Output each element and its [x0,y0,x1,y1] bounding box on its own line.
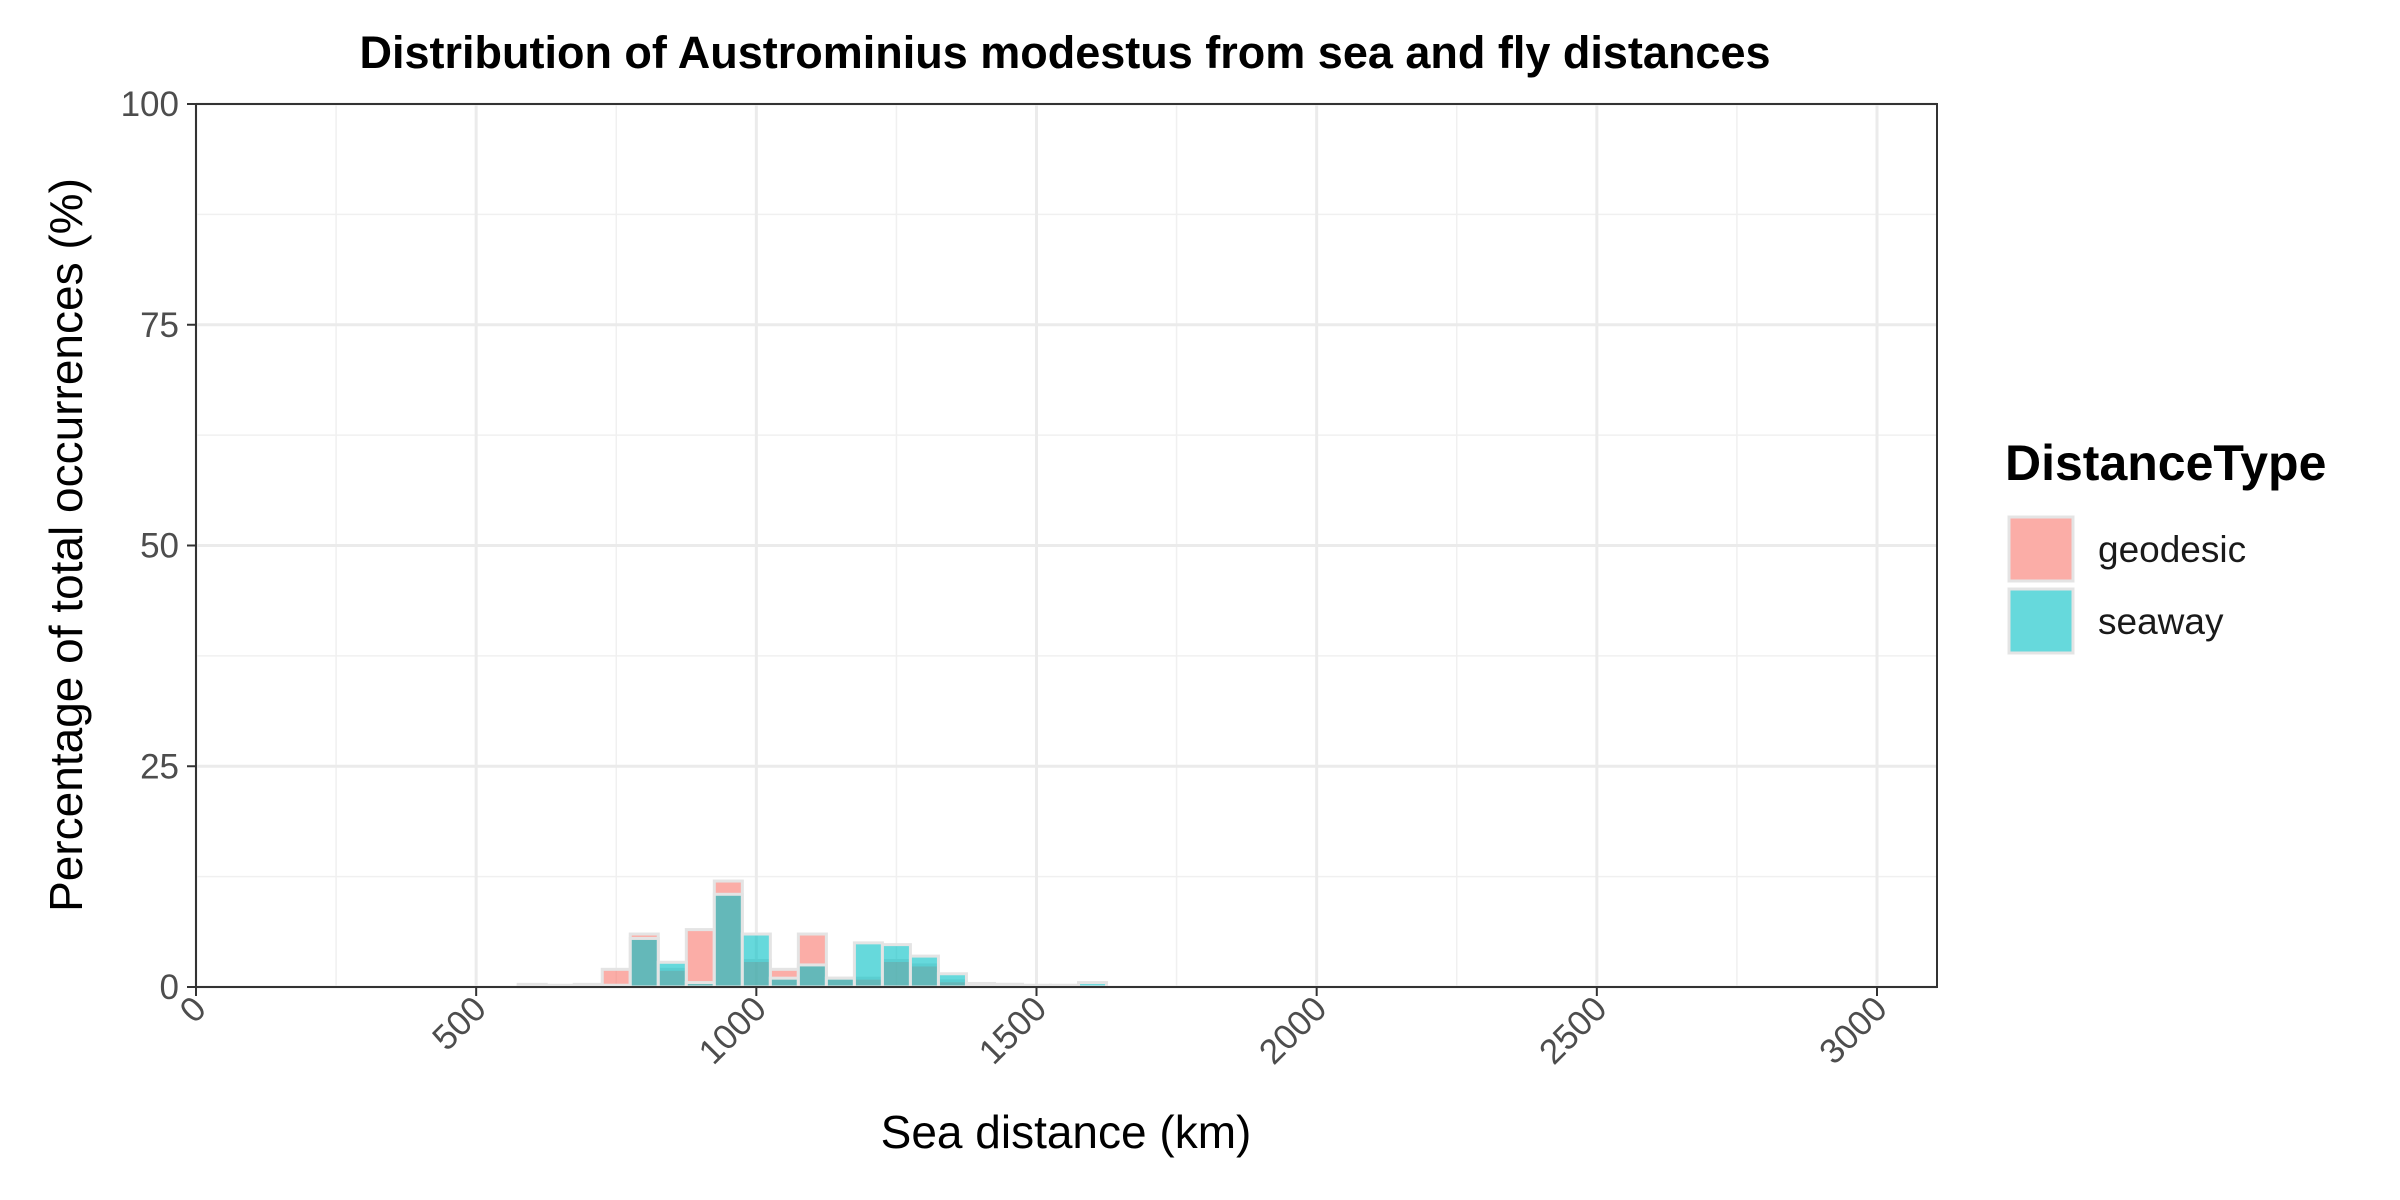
legend-swatch-geodesic [2007,515,2075,583]
y-tick-label: 100 [121,85,179,124]
bar-seaway [656,960,688,989]
legend-title: DistanceType [2005,435,2326,491]
y-tick-label: 50 [140,527,179,566]
bar-seaway [712,892,744,989]
bar-geodesic [684,928,716,989]
legend-swatch-seaway [2007,587,2075,655]
y-tick-label: 75 [140,306,179,345]
bar-seaway [740,932,772,989]
legend-label-seaway: seaway [2098,601,2224,642]
histogram-bars [516,879,1109,989]
x-axis-title: Sea distance (km) [881,1106,1252,1158]
legend: DistanceType geodesic seaway [2005,435,2326,655]
bar-seaway [908,954,940,989]
bar-seaway [796,963,828,989]
bar-seaway [628,936,660,989]
bar-seaway [768,976,800,989]
y-axis-title: Percentage of total occurrences (%) [40,178,92,912]
bar-seaway [880,943,912,989]
y-tick-label: 0 [160,968,179,1007]
bar-seaway [852,941,884,989]
bar-seaway [824,976,856,989]
bar-seaway [936,972,968,989]
grid-lines [194,102,1937,989]
y-tick-label: 25 [140,747,179,786]
chart-title: Distribution of Austrominius modestus fr… [359,27,1770,78]
legend-label-geodesic: geodesic [2098,529,2246,570]
